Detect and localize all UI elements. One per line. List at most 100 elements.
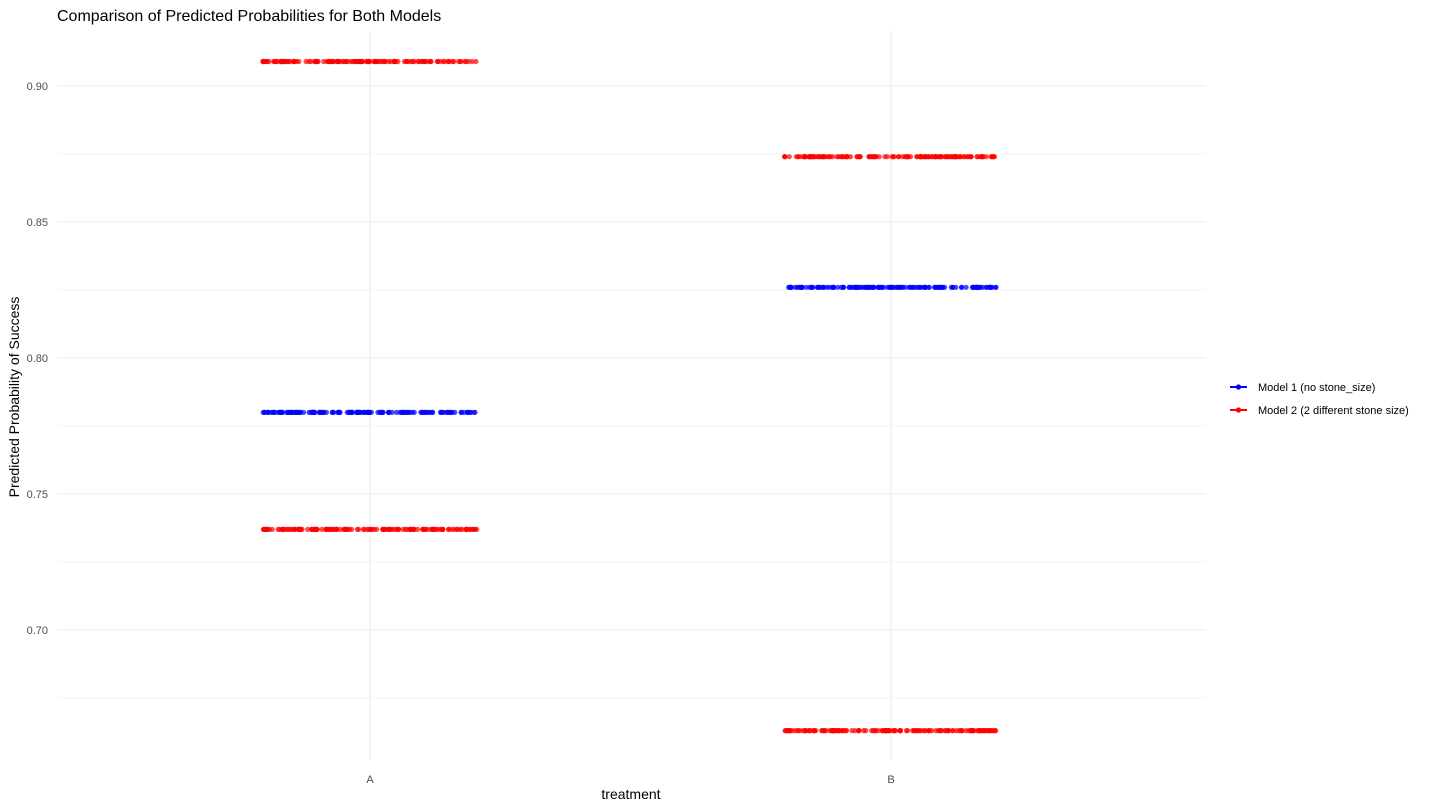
data-point	[352, 58, 358, 65]
data-point	[831, 728, 837, 734]
data-point	[296, 58, 302, 65]
data-point	[952, 154, 958, 160]
x-tick-label: A	[366, 774, 374, 786]
data-point	[264, 58, 270, 65]
data-point	[826, 284, 832, 290]
data-point	[458, 409, 464, 415]
data-point	[283, 409, 289, 415]
data-point	[386, 409, 392, 415]
point-cluster	[782, 728, 999, 734]
data-point	[786, 154, 792, 160]
data-point	[911, 728, 917, 734]
data-point	[367, 526, 373, 533]
data-point	[957, 154, 963, 160]
point-cluster	[782, 154, 998, 160]
data-point	[360, 526, 366, 533]
data-point	[879, 728, 886, 734]
data-point	[274, 58, 280, 65]
data-point	[942, 154, 949, 160]
data-point	[918, 154, 924, 160]
data-point	[472, 409, 478, 415]
data-point	[840, 284, 846, 290]
data-point	[803, 728, 809, 734]
data-point	[963, 728, 969, 734]
data-point	[300, 409, 307, 415]
point-cluster	[786, 284, 999, 290]
data-point	[303, 58, 309, 65]
data-point	[882, 154, 888, 160]
data-point	[464, 526, 470, 533]
data-point	[441, 58, 448, 65]
legend-item: Model 1 (no stone_size)	[1230, 382, 1375, 394]
data-point	[392, 58, 398, 65]
data-point	[465, 409, 471, 415]
data-point	[312, 526, 318, 533]
data-point	[420, 526, 426, 533]
data-point	[260, 58, 266, 65]
data-point	[988, 154, 994, 160]
data-point	[869, 284, 875, 290]
data-point	[980, 728, 986, 734]
data-point	[410, 58, 416, 65]
data-point	[428, 58, 434, 65]
data-point	[815, 284, 821, 290]
data-point	[455, 58, 462, 65]
y-axis-ticks: 0.70 0.75 0.80 0.85 0.90	[27, 81, 48, 637]
data-point	[939, 154, 945, 160]
data-point	[811, 728, 817, 734]
data-point	[354, 526, 360, 533]
data-point	[782, 728, 788, 734]
data-point	[323, 526, 329, 533]
data-point	[932, 154, 938, 160]
legend-label: Model 2 (2 different stone size)	[1258, 405, 1409, 417]
data-point	[971, 284, 977, 290]
data-point	[797, 728, 803, 734]
y-axis-title: Predicted Probability of Success	[6, 297, 22, 498]
x-tick-label: B	[887, 774, 894, 786]
data-point	[274, 409, 280, 415]
x-axis-title: treatment	[601, 786, 660, 802]
data-point	[433, 526, 439, 533]
data-point	[291, 58, 298, 65]
data-point	[959, 284, 965, 290]
data-point	[395, 526, 401, 533]
data-point	[345, 58, 351, 65]
data-point	[320, 409, 326, 415]
data-point	[802, 154, 808, 160]
chart-title: Comparison of Predicted Probabilities fo…	[57, 8, 441, 25]
data-point	[305, 526, 311, 533]
data-point	[330, 526, 336, 533]
data-point	[914, 154, 920, 160]
data-point	[309, 409, 315, 415]
data-point	[378, 58, 384, 65]
data-point	[260, 526, 266, 533]
data-point	[404, 58, 410, 65]
data-point	[451, 58, 457, 65]
data-point	[329, 409, 335, 415]
data-point	[472, 526, 478, 533]
data-point	[782, 154, 788, 160]
legend-key-point	[1235, 407, 1242, 413]
data-point	[407, 526, 413, 533]
data-point	[855, 728, 862, 734]
data-point	[963, 284, 969, 290]
data-point	[821, 728, 827, 734]
data-point	[440, 409, 447, 415]
y-tick-label: 0.90	[27, 81, 48, 93]
data-point	[948, 154, 954, 160]
data-point	[341, 526, 347, 533]
data-point	[896, 284, 902, 290]
data-point	[843, 154, 850, 160]
data-point	[799, 284, 806, 290]
data-point	[876, 154, 882, 160]
data-point	[328, 58, 335, 65]
data-point	[809, 284, 815, 290]
data-point	[992, 728, 999, 734]
data-point	[262, 409, 268, 415]
data-point	[883, 728, 889, 734]
data-point	[993, 284, 999, 290]
data-point	[889, 154, 895, 160]
data-point	[863, 284, 869, 290]
legend-key-point	[1235, 384, 1242, 390]
y-tick-label: 0.85	[27, 217, 48, 229]
